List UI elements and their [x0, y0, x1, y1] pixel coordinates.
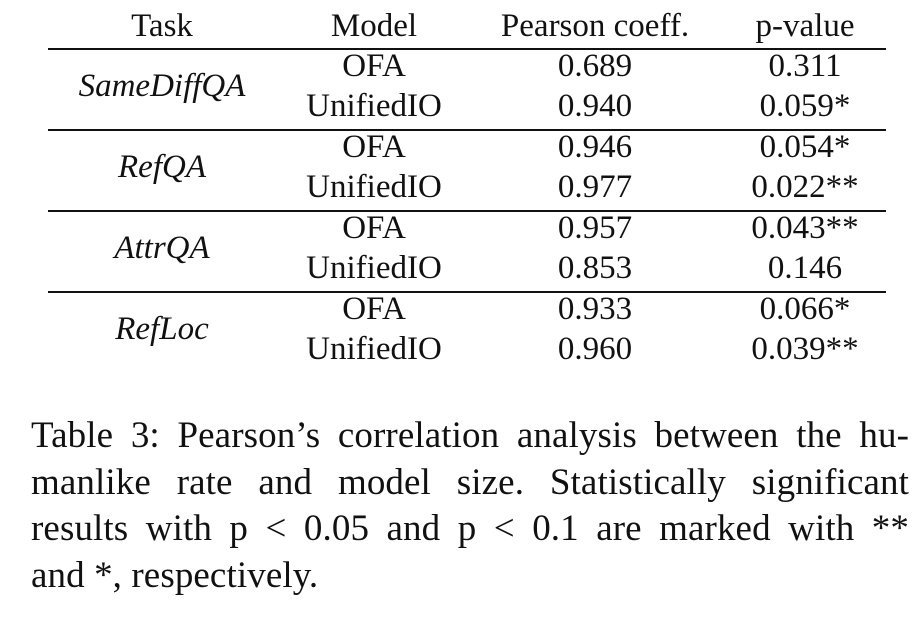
- group-separator-rule: [48, 291, 886, 293]
- header-model: Model: [330, 8, 418, 44]
- p-value-cell: 0.054*: [759, 129, 851, 165]
- caption-line: results with p < 0.05 and p < 0.1 are ma…: [31, 508, 909, 549]
- p-value-cell: 0.059*: [759, 88, 851, 124]
- group-separator-rule: [48, 210, 886, 212]
- pearson-cell: 0.689: [557, 48, 633, 84]
- p-value-cell: 0.146: [767, 250, 843, 286]
- pearson-cell: 0.853: [557, 250, 633, 286]
- caption-line: Table 3: Pearson’s correlation analysis …: [31, 415, 909, 456]
- table-caption: Table 3: Pearson’s correlation analysis …: [31, 413, 909, 599]
- task-cell: RefLoc: [115, 311, 209, 347]
- p-value-cell: 0.043**: [751, 210, 859, 246]
- model-cell: OFA: [342, 48, 406, 84]
- p-value-cell: 0.022**: [751, 169, 859, 205]
- model-cell: OFA: [342, 129, 406, 165]
- model-cell: UnifiedIO: [306, 250, 442, 286]
- header-pearson: Pearson coeff.: [500, 8, 690, 44]
- header-p-value: p-value: [755, 8, 855, 44]
- model-cell: OFA: [342, 291, 406, 327]
- task-cell: AttrQA: [114, 230, 210, 266]
- pearson-cell: 0.940: [557, 88, 633, 124]
- caption-line: and *, respectively.: [31, 554, 319, 596]
- model-cell: UnifiedIO: [306, 331, 442, 367]
- pearson-cell: 0.977: [557, 169, 633, 205]
- p-value-cell: 0.039**: [751, 331, 859, 367]
- table-top-rule: [48, 48, 886, 50]
- pearson-cell: 0.933: [557, 291, 633, 327]
- model-cell: OFA: [342, 210, 406, 246]
- pearson-cell: 0.946: [557, 129, 633, 165]
- pearson-cell: 0.960: [557, 331, 633, 367]
- model-cell: UnifiedIO: [306, 169, 442, 205]
- results-table: Task Model Pearson coeff. p-value SameDi…: [48, 8, 886, 367]
- caption-line: manlike rate and model size. Statistical…: [31, 461, 909, 503]
- header-task: Task: [131, 8, 193, 44]
- model-cell: UnifiedIO: [306, 88, 442, 124]
- group-separator-rule: [48, 129, 886, 131]
- p-value-cell: 0.311: [768, 48, 842, 84]
- pearson-cell: 0.957: [557, 210, 633, 246]
- task-cell: RefQA: [118, 149, 206, 185]
- task-cell: SameDiffQA: [78, 68, 246, 104]
- p-value-cell: 0.066*: [759, 291, 851, 327]
